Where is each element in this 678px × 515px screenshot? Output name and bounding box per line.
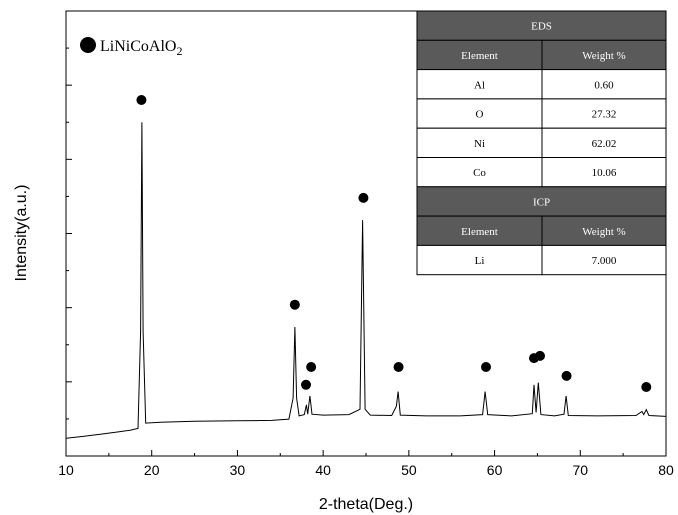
icp-col-element: Element — [461, 226, 498, 238]
eds-row-element: Ni — [474, 138, 485, 150]
legend-label-main: LiNiCoAlO — [100, 38, 176, 55]
x-axis-title: 2-theta(Deg.) — [319, 496, 413, 513]
x-tick-label: 30 — [230, 462, 246, 478]
legend-label: LiNiCoAlO2 — [100, 38, 182, 58]
peak-marker — [306, 362, 316, 372]
icp-title: ICP — [533, 196, 550, 208]
peak-marker — [290, 300, 300, 310]
legend-marker — [80, 37, 96, 53]
x-tick-label: 50 — [401, 462, 417, 478]
legend-label-sub: 2 — [176, 44, 182, 58]
eds-row-weight: 10.06 — [592, 167, 617, 179]
eds-row-element: Al — [474, 79, 485, 91]
eds-col-weight: Weight % — [582, 50, 625, 62]
icp-col-weight: Weight % — [582, 226, 625, 238]
y-axis-title: Intensity(a.u.) — [13, 185, 30, 282]
x-tick-label: 80 — [658, 462, 674, 478]
x-tick-label: 20 — [144, 462, 160, 478]
x-tick-label: 60 — [487, 462, 503, 478]
eds-row-element: Co — [473, 167, 486, 179]
eds-col-element: Element — [461, 50, 498, 62]
eds-title: EDS — [531, 21, 552, 33]
peak-marker — [562, 371, 572, 381]
peak-marker — [481, 362, 491, 372]
eds-row-weight: 62.02 — [592, 138, 617, 150]
peak-marker — [136, 95, 146, 105]
peak-marker — [394, 362, 404, 372]
peak-marker — [641, 382, 651, 392]
eds-row-weight: 27.32 — [592, 109, 617, 121]
composition-table: EDS Element Weight % Al 0.60 O 27.32 Ni 62.02 Co 1… — [417, 11, 666, 275]
peak-marker — [535, 351, 545, 361]
x-tick-label: 70 — [572, 462, 588, 478]
x-tick-labels: 10 20 30 40 50 60 70 80 — [58, 462, 674, 478]
peak-marker — [358, 193, 368, 203]
x-tick-label: 10 — [58, 462, 74, 478]
icp-row-element: Li — [475, 255, 485, 267]
peak-marker — [301, 380, 311, 390]
icp-row-weight: 7.000 — [592, 255, 617, 267]
eds-row-element: O — [476, 109, 484, 121]
legend: LiNiCoAlO2 — [80, 37, 182, 58]
eds-row-weight: 0.60 — [594, 79, 614, 91]
x-tick-label: 40 — [315, 462, 331, 478]
